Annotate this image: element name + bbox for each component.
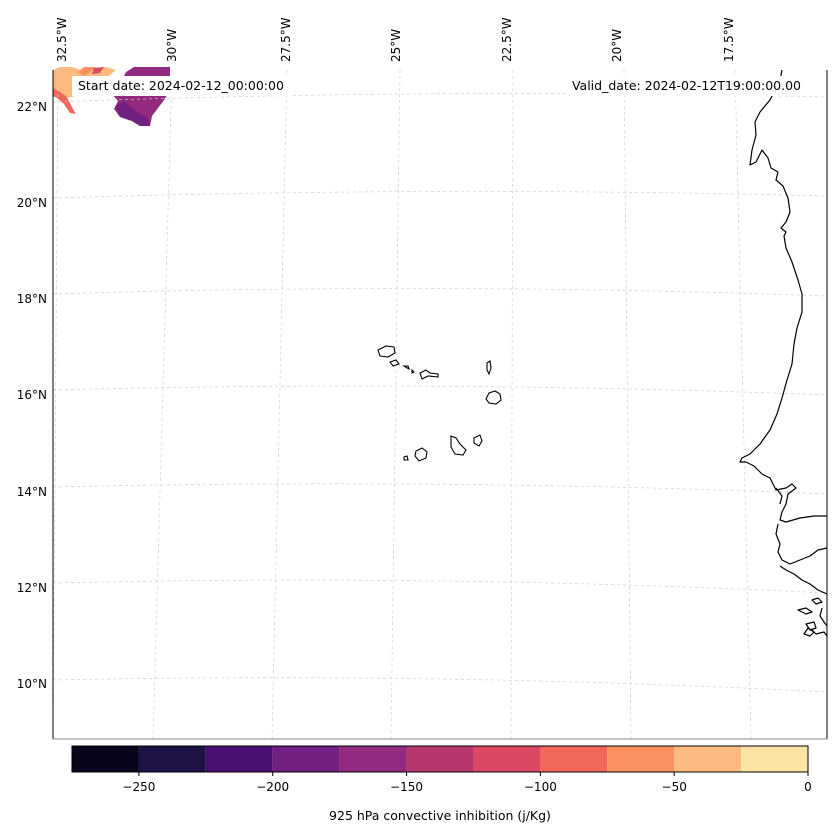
cin-patch-dark-purple [116,101,150,126]
island-sao-vicente [389,359,400,367]
lon-label: 20°W [610,29,624,62]
lat-label: 22°N [17,100,47,114]
lat-label: 12°N [17,581,47,595]
colorbar-outline [71,745,809,773]
lon-label: 25°W [389,29,403,62]
coast-guinea-south [811,607,828,637]
island-boa-vista [485,390,502,405]
lat-label: 14°N [17,485,47,499]
valid-date-label: Valid_date: 2024-02-12T19:00:00.00 [565,76,807,96]
african-coastline [739,69,828,637]
coast-bijagos [797,597,823,637]
coast-guinea-bissau [775,523,828,565]
lon-label: 32.5°W [55,17,69,62]
colorbar-tick-label: −250 [122,780,155,794]
lat-label: 18°N [17,292,47,306]
start-date-label: Start date: 2024-02-12_00:00:00 [72,76,290,96]
colorbar-swatch [607,746,675,772]
island-fogo [414,447,428,462]
island-sao-nicolau [411,368,415,374]
island-sal [486,360,492,376]
colorbar-swatch [741,746,808,772]
lon-label: 22.5°W [500,17,514,62]
latitude-labels: 22°N 20°N 18°N 16°N 14°N 12°N 10°N [17,100,47,691]
island-santa-luzia [402,365,410,371]
colorbar-swatch [72,746,139,772]
coast-guinea [779,565,828,595]
island-santiago [450,435,467,456]
colorbar-swatch [540,746,608,772]
colorbar-swatch [339,746,407,772]
colorbar-ticks: −250 −200 −150 −100 −50 0 [122,772,812,794]
cin-patch-red [92,67,104,74]
map-frame [52,70,828,739]
lon-label: 17.5°W [722,17,736,62]
island-sao-nicolau-main [419,369,439,380]
graticule [52,69,828,741]
colorbar-tick-label: −50 [662,780,687,794]
lat-label: 20°N [17,196,47,210]
colorbar [72,746,808,772]
colorbar-tick-label: 0 [804,780,812,794]
lat-label: 10°N [17,677,47,691]
island-maio [473,434,483,447]
colorbar-swatch [205,746,273,772]
cin-patch-orange [53,88,76,114]
colorbar-swatch [272,746,340,772]
coast-gambia [775,487,783,505]
colorbar-label: 925 hPa convective inhibition (j/Kg) [329,808,551,823]
longitude-labels: 32.5°W 30°W 27.5°W 25°W 22.5°W 20°W 17.5… [55,17,736,62]
cape-verde-islands [377,345,502,462]
lon-label: 30°W [165,29,179,62]
lat-label: 16°N [17,388,47,402]
colorbar-tick-label: −150 [390,780,423,794]
colorbar-swatch [138,746,206,772]
colorbar-swatch [473,746,541,772]
colorbar-tick-label: −100 [524,780,557,794]
coast-mauritania-senegal [739,69,827,523]
cin-patch-orange-2 [78,67,96,76]
colorbar-swatch [674,746,742,772]
island-brava [403,455,409,461]
colorbar-swatch [406,746,474,772]
colorbar-tick-label: −200 [256,780,289,794]
island-santo-antao [377,345,396,358]
lon-label: 27.5°W [279,17,293,62]
